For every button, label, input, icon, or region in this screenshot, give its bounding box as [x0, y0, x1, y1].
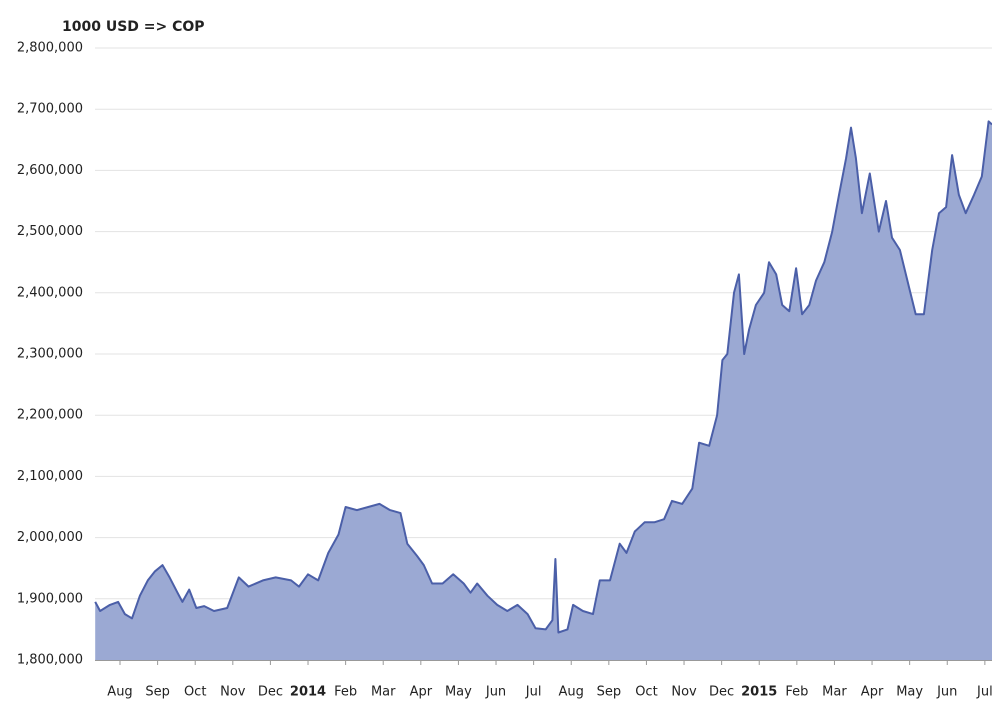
x-tick-label: Mar [822, 685, 847, 700]
y-tick-label: 2,700,000 [17, 102, 83, 117]
x-tick-label: Mar [371, 685, 396, 700]
x-tick-label: Nov [220, 685, 246, 700]
y-tick-label: 2,400,000 [17, 285, 83, 300]
chart-title: 1000 USD => COP [62, 19, 205, 35]
y-tick-label: 2,200,000 [17, 408, 83, 423]
x-tick-label: Nov [671, 685, 697, 700]
x-tick-label: Feb [785, 685, 808, 700]
x-tick-label: Apr [410, 685, 433, 700]
y-tick-label: 1,900,000 [17, 591, 83, 606]
x-tick-label: Jul [976, 685, 992, 700]
y-tick-label: 2,800,000 [17, 41, 83, 56]
y-tick-label: 2,500,000 [17, 224, 83, 239]
y-tick-label: 2,100,000 [17, 469, 83, 484]
x-tick-label: Jun [936, 685, 957, 700]
x-tick-label: Oct [184, 685, 206, 700]
x-tick-label: Dec [709, 685, 734, 700]
x-tick-label: May [896, 685, 923, 700]
x-tick-label: Apr [861, 685, 884, 700]
x-tick-label: Feb [334, 685, 357, 700]
x-tick-label: 2015 [741, 685, 777, 700]
x-tick-label: 2014 [290, 685, 326, 700]
y-tick-label: 2,300,000 [17, 347, 83, 362]
y-tick-label: 1,800,000 [17, 653, 83, 668]
x-tick-label: Jun [485, 685, 506, 700]
area-fill [95, 121, 992, 660]
x-tick-label: Jul [525, 685, 542, 700]
y-tick-label: 2,000,000 [17, 530, 83, 545]
y-tick-label: 2,600,000 [17, 163, 83, 178]
x-tick-label: Oct [635, 685, 657, 700]
x-tick-label: Aug [107, 685, 132, 700]
area-line [94, 120, 992, 634]
x-tick-label: May [445, 685, 472, 700]
x-tick-label: Sep [597, 685, 622, 700]
x-tick-label: Sep [145, 685, 170, 700]
x-tick-label: Dec [258, 685, 283, 700]
x-tick-label: Aug [559, 685, 584, 700]
